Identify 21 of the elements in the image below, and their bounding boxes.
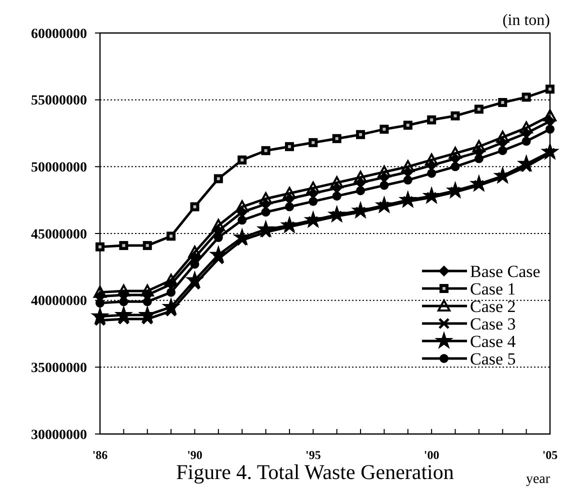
legend-label: Case 1 [470, 279, 516, 298]
y-tick-label: 40000000 [31, 294, 87, 310]
legend-label: Case 5 [470, 349, 516, 368]
y-tick-label: 55000000 [31, 94, 87, 109]
legend-label: Case 2 [470, 296, 516, 316]
x-tick-label: '00 [424, 448, 440, 462]
y-tick-label: 60000000 [31, 26, 87, 42]
y-axis-title: (in ton) [502, 12, 550, 29]
x-tick-label: '90 [187, 448, 202, 462]
y-tick-label: 35000000 [31, 361, 87, 376]
legend-label: Case 3 [470, 314, 516, 334]
y-tick-label: 30000000 [31, 428, 87, 443]
x-tick-label: '95 [305, 448, 321, 462]
y-tick-label: 45000000 [31, 227, 87, 242]
x-axis-title: year [526, 472, 550, 487]
y-tick-label: 50000000 [31, 160, 87, 176]
legend-label: Case 4 [470, 332, 516, 351]
x-tick-label: '86 [92, 448, 108, 462]
text: Figure 4. Total Waste Generation [176, 460, 454, 484]
x-tick-label: '05 [542, 448, 558, 462]
legend-label: Base Case [470, 262, 540, 281]
